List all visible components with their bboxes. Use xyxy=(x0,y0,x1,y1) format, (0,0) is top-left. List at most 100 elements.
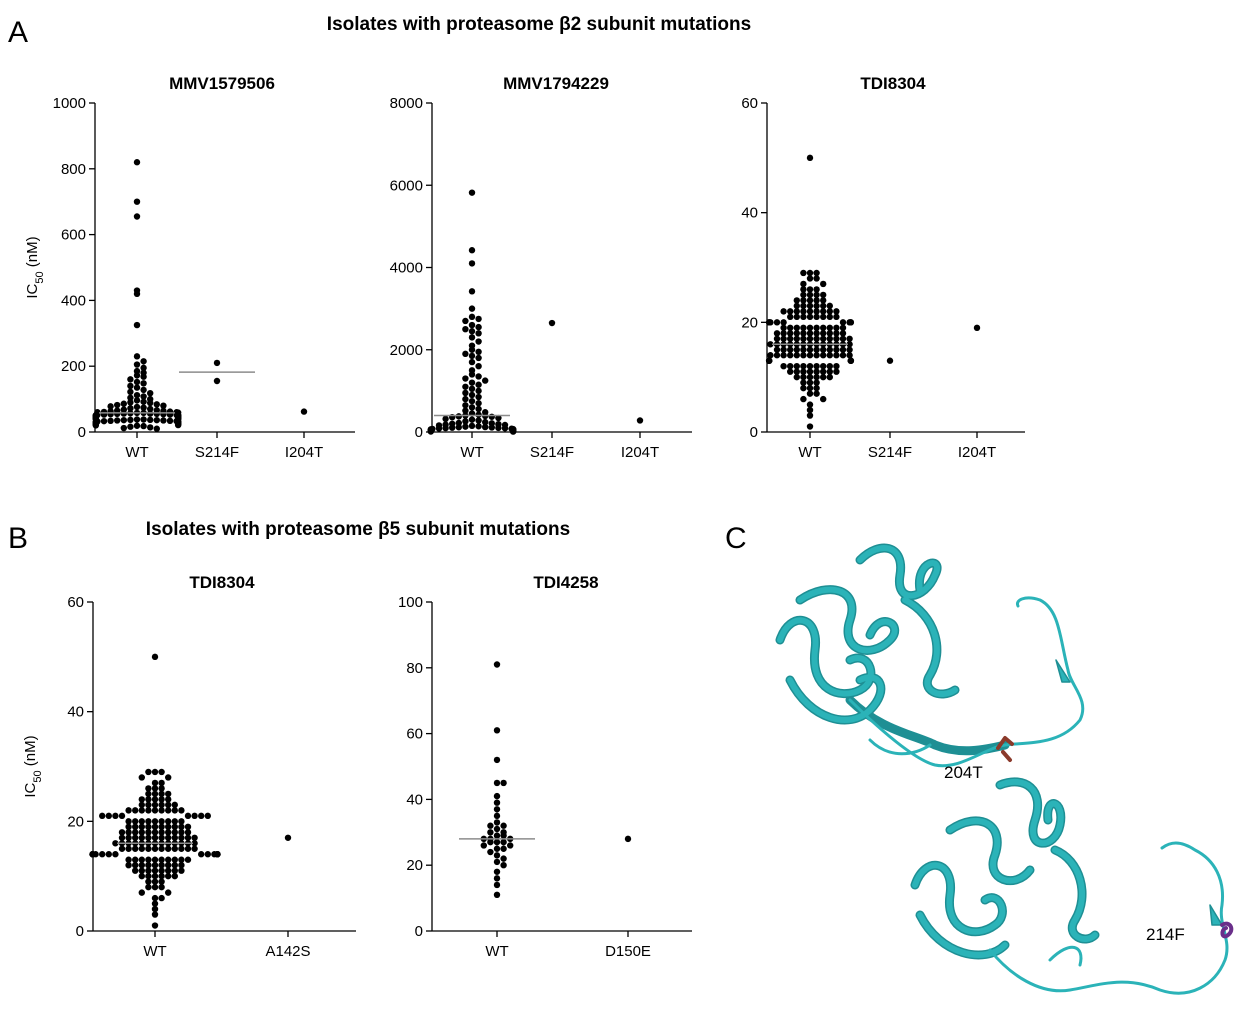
data-point xyxy=(806,297,814,304)
data-point xyxy=(806,324,814,332)
y-tick-label: 0 xyxy=(415,424,423,441)
data-point xyxy=(813,379,820,386)
data-point xyxy=(475,423,482,430)
data-point xyxy=(846,335,853,342)
data-point xyxy=(493,845,501,852)
data-point xyxy=(171,801,178,809)
y-tick-label: 2000 xyxy=(390,342,423,359)
data-point xyxy=(133,416,141,423)
data-point xyxy=(120,416,128,424)
data-point xyxy=(493,661,501,668)
data-point xyxy=(158,790,165,798)
data-point xyxy=(787,330,794,337)
data-point xyxy=(475,323,482,331)
data-point xyxy=(145,796,152,803)
data-point xyxy=(780,319,787,326)
data-point xyxy=(475,411,482,418)
data-point xyxy=(118,812,126,820)
panel-letter-c: C xyxy=(725,522,747,555)
data-point xyxy=(140,380,147,387)
data-point xyxy=(184,845,192,852)
data-point xyxy=(813,335,820,342)
data-point xyxy=(178,856,185,863)
data-point xyxy=(158,796,165,803)
data-point xyxy=(826,302,833,310)
data-point xyxy=(820,363,827,370)
data-point xyxy=(145,823,152,831)
data-point xyxy=(151,872,159,880)
data-point xyxy=(165,867,172,874)
data-point xyxy=(820,330,827,337)
data-point xyxy=(133,397,141,404)
x-tick-label: WT xyxy=(460,444,483,461)
data-point xyxy=(493,858,501,866)
data-point xyxy=(475,330,482,337)
data-point xyxy=(151,807,159,814)
data-point xyxy=(468,247,476,254)
data-point xyxy=(839,346,847,353)
data-point xyxy=(147,399,154,407)
data-point xyxy=(475,417,482,424)
y-axis-label-unit: (nM) xyxy=(24,236,41,271)
data-point xyxy=(138,845,145,852)
data-point xyxy=(813,291,820,299)
data-point xyxy=(475,363,482,370)
data-point xyxy=(475,315,482,323)
data-point xyxy=(493,756,501,764)
data-point xyxy=(462,389,469,397)
data-point xyxy=(482,377,489,384)
data-point xyxy=(442,415,449,423)
data-point xyxy=(140,386,147,394)
data-point xyxy=(158,801,165,809)
data-point xyxy=(826,313,833,321)
data-point xyxy=(820,395,827,403)
data-point xyxy=(487,822,494,829)
data-point xyxy=(191,834,198,841)
data-point xyxy=(820,297,827,304)
data-point xyxy=(127,388,134,396)
data-point xyxy=(114,417,121,424)
data-point xyxy=(826,346,833,353)
data-point xyxy=(127,376,134,383)
data-point xyxy=(151,856,159,863)
data-point xyxy=(806,291,814,299)
data-point xyxy=(793,373,800,381)
data-point xyxy=(114,410,121,418)
data-point xyxy=(493,838,501,846)
panel-letter-b: B xyxy=(8,522,28,555)
data-point xyxy=(171,867,178,874)
data-point xyxy=(145,807,152,814)
data-point xyxy=(178,829,185,836)
data-point xyxy=(151,922,159,929)
data-point xyxy=(468,422,476,430)
data-point xyxy=(132,856,139,863)
y-tick-label: 100 xyxy=(398,594,423,611)
data-point xyxy=(800,302,807,310)
data-point xyxy=(151,878,159,885)
data-point xyxy=(806,363,814,370)
data-point xyxy=(846,346,853,353)
data-point xyxy=(793,308,800,315)
y-axis-label: IC50 (nM) xyxy=(22,735,44,797)
data-point xyxy=(509,428,517,435)
data-point xyxy=(462,325,469,333)
data-point xyxy=(800,346,807,353)
data-point xyxy=(105,812,113,820)
data-point xyxy=(468,379,476,386)
data-point xyxy=(171,829,178,836)
data-point xyxy=(171,845,178,852)
data-point xyxy=(468,385,476,393)
x-tick-label: D150E xyxy=(605,943,651,960)
data-point xyxy=(468,358,476,366)
data-point xyxy=(820,373,827,381)
data-point xyxy=(847,319,855,326)
data-point xyxy=(493,868,501,875)
data-point xyxy=(468,404,476,411)
y-tick-label: 0 xyxy=(76,923,84,940)
data-point xyxy=(833,363,840,370)
data-point xyxy=(145,790,152,798)
data-point xyxy=(158,768,165,776)
data-point xyxy=(204,851,211,858)
data-point xyxy=(475,348,482,356)
